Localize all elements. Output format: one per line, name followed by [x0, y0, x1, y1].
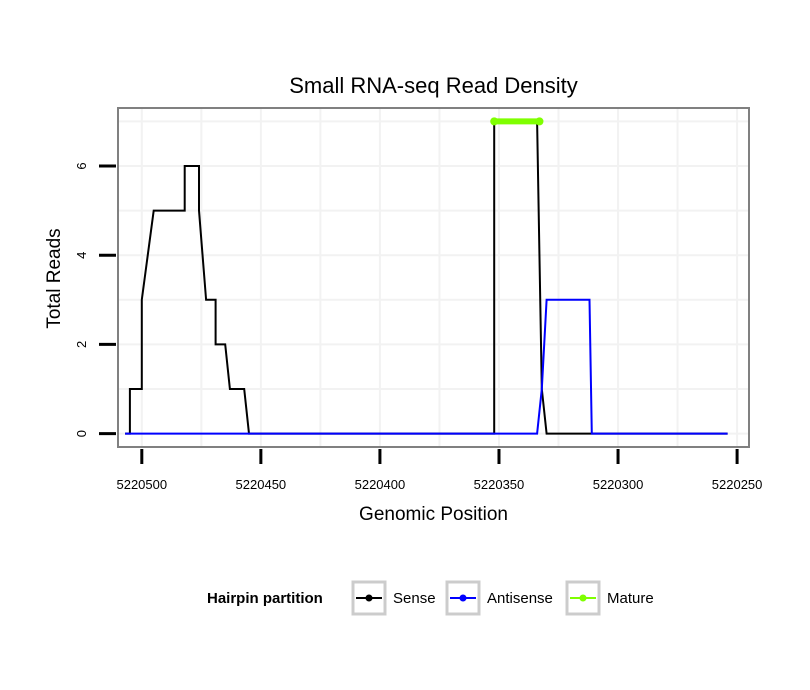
chart-title: Small RNA-seq Read Density	[289, 73, 578, 98]
legend: Hairpin partition Sense Antisense Mature	[207, 580, 654, 616]
plot-panel-border	[117, 107, 750, 448]
legend-label: Sense	[393, 590, 436, 607]
x-tick-label: 5220300	[593, 477, 644, 492]
series-point-mature	[535, 117, 544, 126]
legend-entries: Sense Antisense Mature	[351, 580, 654, 616]
series-point-mature	[490, 117, 499, 126]
x-tick-label: 5220250	[712, 477, 763, 492]
grid	[118, 108, 749, 447]
y-tick-label: 0	[74, 430, 89, 437]
series-line-sense	[125, 120, 728, 435]
legend-title: Hairpin partition	[207, 590, 323, 607]
series-layer	[125, 117, 728, 435]
legend-label: Antisense	[487, 590, 553, 607]
y-axis: 0 2 4 6	[74, 162, 116, 437]
y-tick-label: 4	[74, 252, 89, 259]
y-axis-title: Total Reads	[44, 228, 65, 328]
x-tick-label: 5220400	[355, 477, 406, 492]
x-axis: 5220500 5220450 5220400 5220350 5220300 52202…	[116, 449, 762, 492]
legend-key-point	[579, 594, 587, 602]
x-tick-label: 5220350	[474, 477, 525, 492]
series-line-antisense	[125, 298, 728, 435]
legend-label: Mature	[607, 590, 654, 607]
y-tick-label: 2	[74, 341, 89, 348]
x-axis-title: Genomic Position	[359, 504, 508, 525]
y-tick-label: 6	[74, 162, 89, 169]
x-tick-label: 5220500	[116, 477, 167, 492]
legend-key-point	[365, 594, 373, 602]
legend-key-point	[459, 594, 467, 602]
x-tick-label: 5220450	[236, 477, 287, 492]
